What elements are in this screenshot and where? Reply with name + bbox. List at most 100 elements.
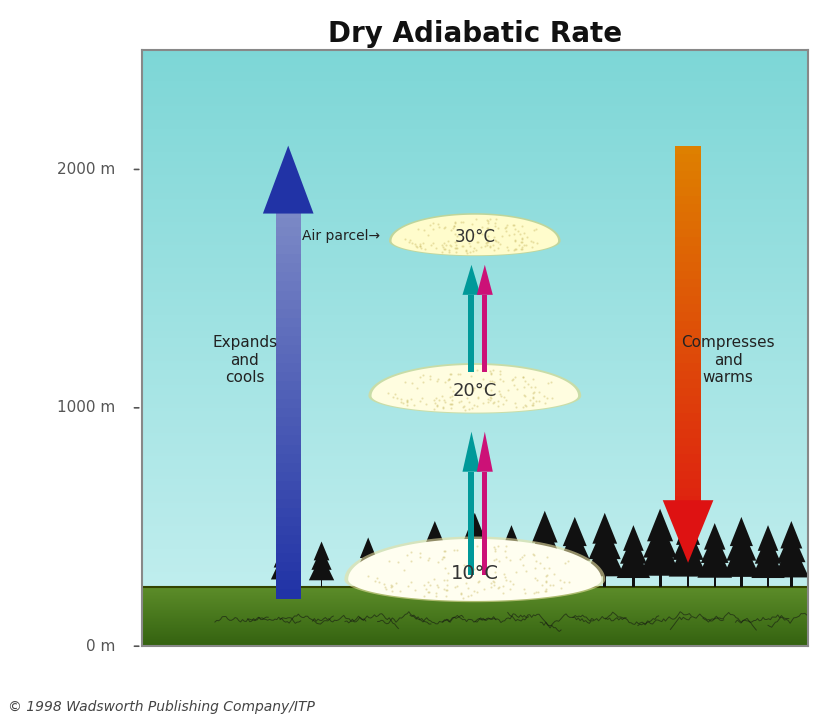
Bar	[142, 427, 808, 429]
Text: 0 m: 0 m	[86, 639, 115, 653]
Bar	[676, 496, 701, 504]
Bar	[676, 296, 701, 304]
Bar	[276, 363, 301, 372]
Bar	[676, 204, 701, 213]
Bar	[676, 363, 701, 371]
Bar	[142, 551, 808, 553]
Bar	[142, 406, 808, 408]
Bar	[632, 574, 635, 587]
Bar	[142, 565, 808, 567]
Bar	[142, 485, 808, 487]
Bar	[276, 517, 301, 526]
Text: 1000 m: 1000 m	[57, 401, 115, 415]
Bar	[142, 442, 808, 444]
Bar	[142, 424, 808, 426]
Bar	[142, 75, 808, 77]
Bar	[142, 641, 808, 642]
Bar	[276, 572, 301, 580]
Bar	[142, 558, 808, 560]
Bar	[142, 80, 808, 83]
Bar	[142, 579, 808, 582]
Bar	[142, 426, 808, 427]
Polygon shape	[559, 526, 591, 561]
Bar	[142, 449, 808, 451]
Bar	[142, 308, 808, 309]
Bar	[142, 637, 808, 638]
Bar	[142, 220, 808, 222]
Bar	[142, 156, 808, 157]
Bar	[142, 188, 808, 190]
Bar	[142, 585, 808, 587]
Bar	[142, 304, 808, 306]
Bar	[142, 536, 808, 538]
Bar	[142, 299, 808, 301]
Bar	[740, 572, 743, 587]
Bar	[142, 617, 808, 618]
Bar	[142, 587, 808, 588]
Bar	[142, 452, 808, 454]
Bar	[142, 492, 808, 494]
Polygon shape	[476, 265, 493, 295]
Bar	[676, 471, 701, 480]
Bar	[142, 138, 808, 139]
Bar	[142, 265, 808, 266]
Polygon shape	[623, 525, 644, 551]
Polygon shape	[556, 536, 594, 577]
Bar	[142, 318, 808, 320]
Bar	[142, 154, 808, 156]
Bar	[142, 533, 808, 535]
Bar	[676, 371, 701, 379]
Bar	[142, 378, 808, 379]
Polygon shape	[309, 554, 334, 580]
Bar	[142, 59, 808, 61]
Bar	[142, 386, 808, 388]
Bar	[276, 299, 301, 309]
Bar	[676, 220, 701, 229]
Bar	[676, 321, 701, 329]
Bar	[142, 349, 808, 350]
Bar	[142, 193, 808, 195]
Bar	[142, 368, 808, 370]
Bar	[142, 302, 808, 304]
Bar	[468, 472, 475, 574]
Bar	[276, 580, 301, 589]
Bar	[142, 157, 808, 159]
Bar	[142, 338, 808, 340]
Bar	[142, 582, 808, 583]
Bar	[142, 399, 808, 401]
Bar	[142, 510, 808, 511]
Bar	[142, 632, 808, 633]
Bar	[142, 324, 808, 325]
Bar	[276, 409, 301, 417]
Bar	[276, 589, 301, 599]
Polygon shape	[462, 265, 481, 295]
Polygon shape	[501, 525, 521, 551]
Bar	[142, 605, 808, 606]
Bar	[142, 95, 808, 97]
Bar	[142, 504, 808, 506]
Polygon shape	[455, 533, 495, 577]
Polygon shape	[676, 515, 700, 545]
Polygon shape	[669, 535, 707, 577]
Bar	[142, 623, 808, 624]
Polygon shape	[462, 432, 481, 472]
Bar	[686, 572, 690, 587]
Bar	[276, 472, 301, 481]
Bar	[142, 540, 808, 542]
Bar	[142, 631, 808, 632]
Bar	[142, 161, 808, 163]
Polygon shape	[726, 526, 756, 561]
Bar	[142, 277, 808, 279]
Bar	[676, 146, 701, 154]
Bar	[142, 612, 808, 613]
Bar	[142, 159, 808, 161]
Bar	[142, 50, 808, 52]
Polygon shape	[781, 521, 802, 549]
Bar	[142, 210, 808, 211]
Bar	[142, 465, 808, 467]
Bar	[276, 354, 301, 363]
Bar	[142, 383, 808, 385]
Bar	[142, 202, 808, 204]
Bar	[142, 281, 808, 283]
Bar	[714, 573, 716, 587]
